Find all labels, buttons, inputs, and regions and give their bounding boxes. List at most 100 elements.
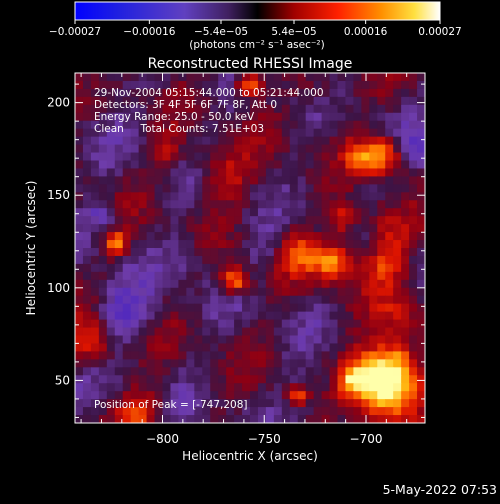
heatmap-cell	[82, 128, 92, 138]
heatmap-cell	[329, 80, 339, 90]
heatmap-cell	[186, 367, 195, 376]
heatmap-cell	[353, 279, 362, 289]
heatmap-cell	[194, 303, 203, 313]
heatmap-cell	[273, 184, 283, 193]
heatmap-cell	[75, 216, 84, 225]
heatmap-cell	[250, 383, 259, 392]
heatmap-cell	[202, 240, 211, 249]
heatmap-cell	[242, 96, 251, 106]
colorbar-tick-label: 5.4e−05	[271, 26, 316, 38]
heatmap-cell	[122, 208, 132, 217]
heatmap-cell	[130, 263, 140, 273]
heatmap-cell	[90, 359, 100, 368]
heatmap-cell	[313, 279, 323, 289]
heatmap-cell	[369, 319, 378, 329]
heatmap-cell	[234, 80, 243, 90]
heatmap-cell	[273, 271, 283, 281]
heatmap-cell	[154, 80, 164, 90]
heatmap-cell	[329, 255, 339, 265]
heatmap-cell	[210, 375, 219, 384]
heatmap-cell	[401, 255, 410, 265]
heatmap-cell	[210, 287, 219, 297]
heatmap-cell	[257, 391, 267, 400]
heatmap-cell	[242, 88, 251, 98]
heatmap-cell	[162, 80, 172, 90]
heatmap-cell	[90, 216, 100, 225]
heatmap-cell	[385, 319, 394, 329]
heatmap-cell	[75, 287, 84, 297]
heatmap-cell	[106, 224, 116, 233]
heatmap-cell	[154, 96, 164, 106]
heatmap-cell	[281, 96, 291, 106]
heatmap-cell	[297, 255, 307, 265]
heatmap-cell	[369, 216, 378, 225]
heatmap-cell	[82, 152, 92, 162]
heatmap-cell	[242, 120, 251, 130]
heatmap-cell	[281, 343, 291, 353]
heatmap-cell	[337, 144, 347, 154]
heatmap-cell	[265, 287, 275, 297]
heatmap-cell	[106, 168, 116, 178]
heatmap-cell	[281, 399, 291, 408]
heatmap-cell	[377, 136, 386, 146]
heatmap-cell	[345, 415, 355, 423]
heatmap-cell	[369, 224, 378, 233]
heatmap-cell	[369, 128, 378, 138]
heatmap-cell	[226, 351, 235, 360]
heatmap-cell	[146, 200, 156, 209]
heatmap-cell	[329, 248, 339, 257]
heatmap-cell	[273, 248, 283, 257]
heatmap-cell	[90, 295, 100, 305]
heatmap-cell	[202, 279, 211, 289]
heatmap-cell	[281, 351, 291, 360]
heatmap-cell	[321, 136, 331, 146]
heatmap-cell	[361, 184, 370, 193]
heatmap-cell	[265, 351, 275, 360]
heatmap-cell	[361, 303, 370, 313]
heatmap-cell	[281, 80, 291, 90]
heatmap-cell	[321, 192, 331, 201]
heatmap-cell	[281, 112, 291, 122]
heatmap-cell	[210, 168, 219, 178]
heatmap-cell	[146, 415, 156, 423]
heatmap-cell	[202, 168, 211, 178]
heatmap-cell	[138, 319, 148, 329]
heatmap-cell	[122, 407, 132, 416]
heatmap-cell	[289, 192, 299, 201]
heatmap-cell	[138, 335, 148, 345]
heatmap-cell	[170, 335, 180, 345]
heatmap-cell	[385, 303, 394, 313]
heatmap-cell	[385, 367, 394, 376]
heatmap-cell	[385, 112, 394, 122]
heatmap-cell	[313, 399, 323, 408]
heatmap-cell	[329, 367, 339, 376]
heatmap-cell	[353, 176, 362, 185]
heatmap-cell	[257, 224, 267, 233]
heatmap-cell	[98, 240, 108, 249]
heatmap-cell	[257, 359, 267, 368]
heatmap-cell	[130, 367, 140, 376]
heatmap-cell	[313, 136, 323, 146]
heatmap-cell	[122, 216, 132, 225]
heatmap-cell	[194, 327, 203, 337]
heatmap-cell	[234, 327, 243, 337]
heatmap-cell	[257, 184, 267, 193]
heatmap-cell	[369, 407, 378, 416]
heatmap-cell	[194, 415, 203, 423]
heatmap-cell	[146, 176, 156, 185]
heatmap-cell	[202, 303, 211, 313]
heatmap-cell	[162, 168, 172, 178]
heatmap-cell	[210, 240, 219, 249]
heatmap-cell	[393, 399, 402, 408]
heatmap-cell	[377, 343, 386, 353]
heatmap-cell	[329, 303, 339, 313]
heatmap-cell	[170, 343, 180, 353]
heatmap-cell	[130, 128, 140, 138]
heatmap-cell	[393, 192, 402, 201]
heatmap-cell	[114, 271, 124, 281]
heatmap-cell	[297, 208, 307, 217]
heatmap-cell	[194, 160, 203, 170]
heatmap-cell	[369, 375, 378, 384]
heatmap-cell	[98, 192, 108, 201]
